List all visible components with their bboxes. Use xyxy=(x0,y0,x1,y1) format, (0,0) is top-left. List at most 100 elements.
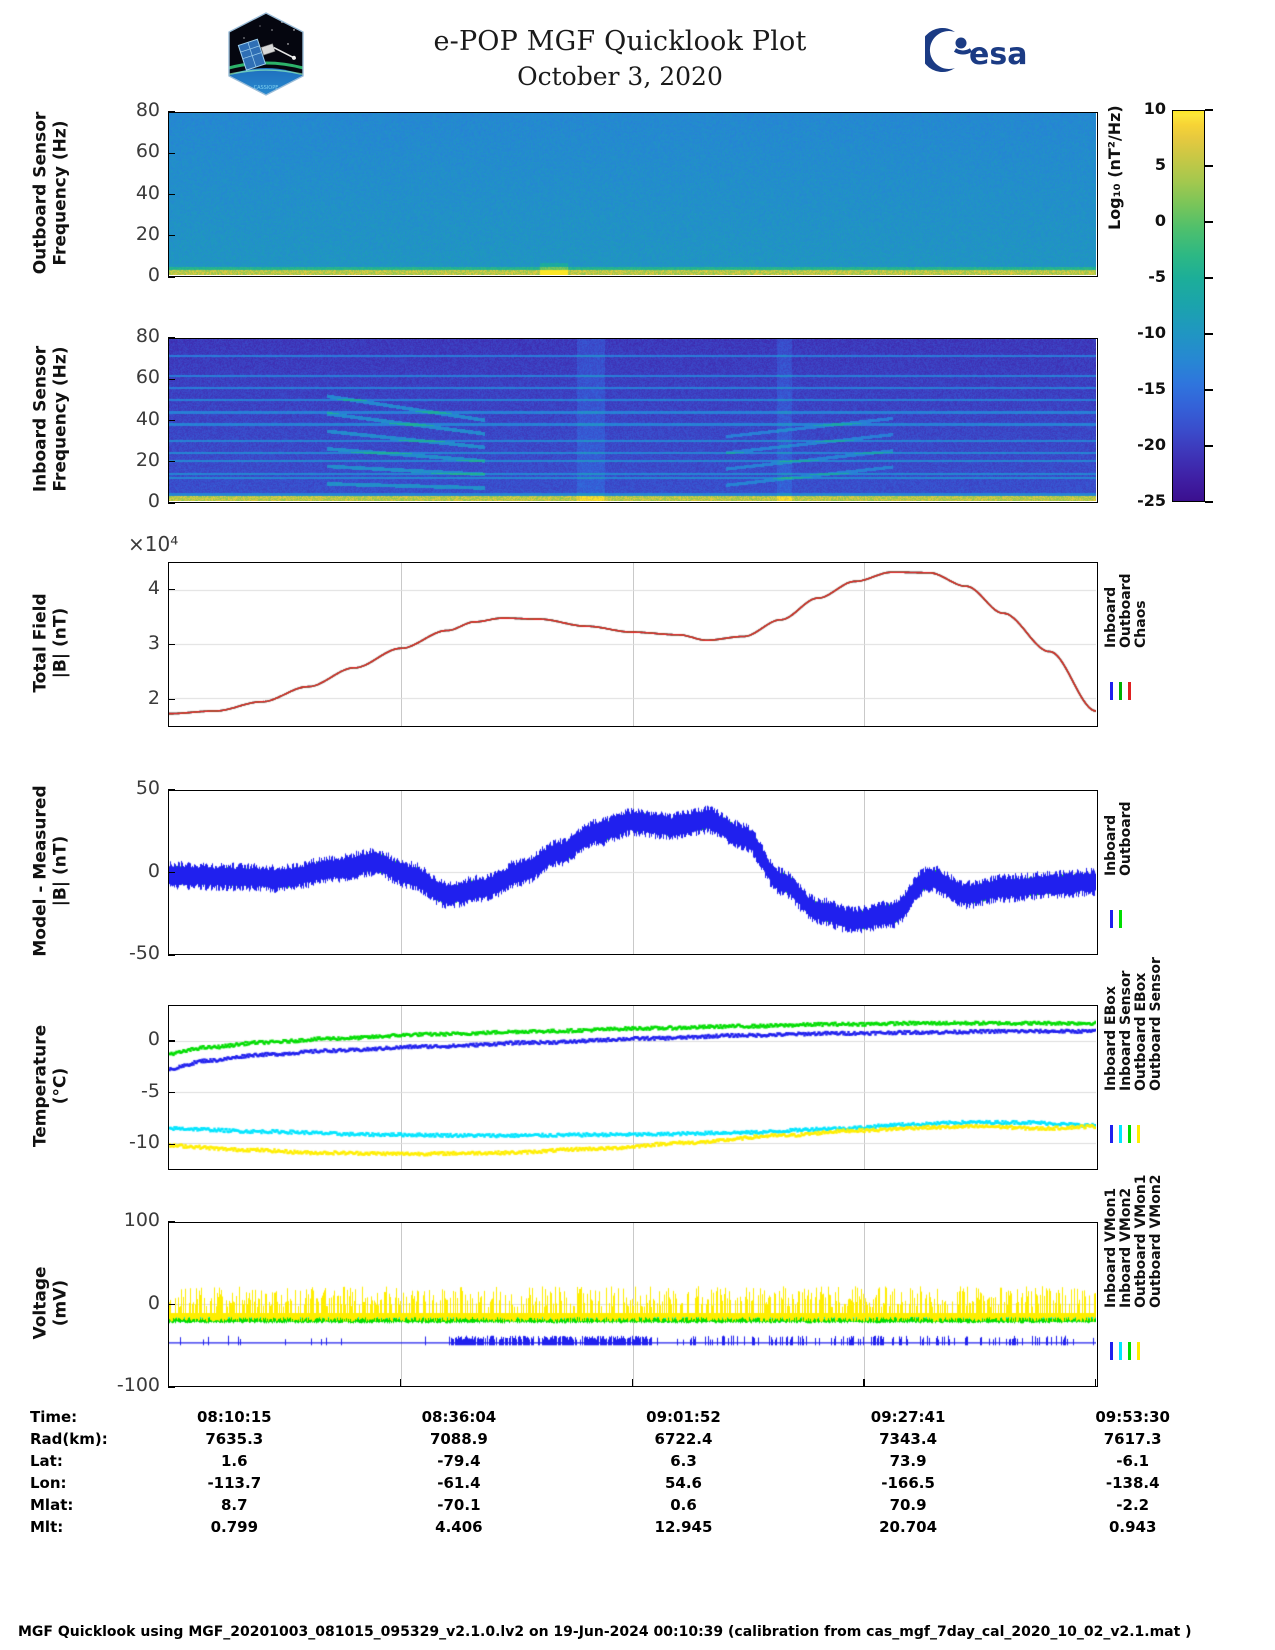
colorbar-tickmark xyxy=(1205,333,1213,335)
x-tickmark xyxy=(863,1379,865,1386)
y-tickmark xyxy=(168,954,175,956)
legend-label: Inboard EBox xyxy=(1103,985,1119,1091)
plot-area-inboard-spectrogram xyxy=(168,338,1098,503)
table-cell: -61.4 xyxy=(437,1474,481,1492)
y-tick-label: 4 xyxy=(147,576,160,599)
table-row: Lon: -113.7 -61.4 54.6 -166.5 -138.4 xyxy=(30,1472,1245,1494)
table-cell: 7088.9 xyxy=(429,1430,488,1448)
y-tick-label: 0 xyxy=(147,490,160,512)
colorbar-tick-label: -15 xyxy=(1137,379,1166,398)
y-tick-label: 0 xyxy=(147,264,160,286)
table-cell: 4.406 xyxy=(435,1518,483,1536)
colorbar-tick-label: 10 xyxy=(1143,99,1166,118)
table-cell: 73.9 xyxy=(889,1452,927,1470)
table-cell: -113.7 xyxy=(207,1474,262,1492)
y-tick-label: 0 xyxy=(147,1028,160,1051)
y-tick-label: -10 xyxy=(128,1131,160,1154)
legend-color-swatch xyxy=(1119,1125,1122,1144)
table-row-label: Time: xyxy=(30,1408,78,1426)
legend-color-swatch xyxy=(1128,682,1131,701)
table-cell: -166.5 xyxy=(881,1474,935,1492)
legend-label: Outboard VMon2 xyxy=(1148,1174,1164,1308)
y-tick-label: 0 xyxy=(147,1291,160,1314)
plot-area-outboard-spectrogram xyxy=(168,112,1098,277)
y-tickmark xyxy=(168,276,175,278)
title-date: October 3, 2020 xyxy=(517,62,723,91)
table-cell: 09:01:52 xyxy=(646,1408,721,1426)
title-main: e-POP MGF Quicklook Plot xyxy=(433,26,807,57)
x-tickmark xyxy=(168,1379,170,1386)
ephemeris-table-grid: Time: 08:10:15 08:36:04 09:01:52 09:27:41 09:… xyxy=(30,1406,1245,1538)
table-cell: -70.1 xyxy=(437,1496,481,1514)
y-tickmark xyxy=(168,193,175,196)
legend-label: Outboard xyxy=(1118,801,1134,876)
y-tickmark xyxy=(168,588,175,591)
legend-label: Inboard Sensor xyxy=(1118,970,1134,1091)
y-axis-exponent: ×10⁴ xyxy=(128,532,179,556)
y-tickmark xyxy=(168,111,175,113)
plot-area-voltage xyxy=(168,1222,1098,1387)
legend-temperature: Inboard EBox Inboard Sensor Outboard EBox O… xyxy=(1103,957,1204,1170)
plot-area-temperature xyxy=(168,1005,1098,1170)
colorbar-tick-label: -10 xyxy=(1137,323,1166,342)
table-cell: 09:53:30 xyxy=(1095,1408,1170,1426)
table-row-label: Mlt: xyxy=(30,1518,64,1536)
y-tick-label: 80 xyxy=(135,99,160,121)
table-row: Rad(km): 7635.3 7088.9 6722.4 7343.4 7617.3 xyxy=(30,1428,1245,1450)
y-tickmark xyxy=(168,502,175,504)
svg-text:esa: esa xyxy=(969,37,1027,72)
legend-color-swatch xyxy=(1128,1342,1131,1361)
footer-provenance: MGF Quicklook using MGF_20201003_081015_… xyxy=(18,1624,1192,1640)
colorbar xyxy=(1172,110,1205,502)
data-canvas-total-field xyxy=(169,563,1096,725)
table-cell: 08:10:15 xyxy=(196,1408,272,1426)
legend-label: Inboard xyxy=(1103,586,1119,648)
colorbar-tickmark xyxy=(1205,109,1213,111)
data-canvas-inboard-spectrogram xyxy=(169,339,1096,501)
table-cell: -6.1 xyxy=(1116,1452,1150,1470)
legend-voltage: Inboard VMon1 Inboard VMon2 Outboard VMon1… xyxy=(1103,1174,1204,1387)
legend-model-minus-measured: Inboard Outboard xyxy=(1103,790,1204,955)
legend-color-swatch xyxy=(1110,910,1113,929)
data-canvas-voltage xyxy=(169,1223,1096,1385)
y-tickmark xyxy=(168,1091,175,1094)
table-cell: -138.4 xyxy=(1105,1474,1160,1492)
legend-label: Outboard Sensor xyxy=(1148,956,1164,1091)
table-row-label: Mlat: xyxy=(30,1496,74,1514)
y-tickmark xyxy=(168,1143,175,1145)
table-cell: 0.799 xyxy=(210,1518,259,1536)
legend-label: Inboard VMon2 xyxy=(1118,1187,1134,1308)
y-tickmark xyxy=(168,643,175,646)
y-tick-label: 2 xyxy=(147,686,160,709)
table-cell: 54.6 xyxy=(664,1474,702,1492)
table-cell: 12.945 xyxy=(654,1518,713,1536)
legend-color-swatch xyxy=(1110,1125,1113,1144)
y-tickmark xyxy=(168,337,175,339)
legend-label: Outboard EBox xyxy=(1133,972,1149,1091)
legend-color-swatch xyxy=(1119,910,1122,929)
y-tick-label: 100 xyxy=(123,1209,160,1231)
table-cell: 7635.3 xyxy=(205,1430,264,1448)
y-tickmark xyxy=(168,1040,175,1042)
y-axis-label-line: Voltage xyxy=(30,1265,50,1340)
table-row: Mlat: 8.7 -70.1 0.6 70.9 -2.2 xyxy=(30,1494,1245,1516)
table-cell: 6.3 xyxy=(670,1452,697,1470)
table-cell: 1.6 xyxy=(221,1452,248,1470)
table-row-label: Rad(km): xyxy=(30,1430,108,1448)
plot-area-model-minus-measured xyxy=(168,790,1098,955)
legend-color-swatch xyxy=(1119,682,1122,701)
table-row-label: Lon: xyxy=(30,1474,67,1492)
y-tickmark xyxy=(168,1221,175,1223)
svg-text:CASSIOPE: CASSIOPE xyxy=(254,85,279,91)
colorbar-tickmark xyxy=(1205,445,1213,447)
legend-color-swatch xyxy=(1110,682,1113,701)
legend-color-swatch xyxy=(1119,1342,1122,1361)
table-cell: -2.2 xyxy=(1116,1496,1150,1514)
y-tick-label: -50 xyxy=(128,942,160,964)
legend-color-swatch xyxy=(1128,1125,1131,1144)
table-cell: 6722.4 xyxy=(654,1430,713,1448)
table-cell: 8.7 xyxy=(221,1496,248,1514)
y-tickmark xyxy=(168,419,175,422)
table-row: Mlt: 0.799 4.406 12.945 20.704 0.943 xyxy=(30,1516,1245,1538)
colorbar-tick-label: -20 xyxy=(1137,435,1166,454)
